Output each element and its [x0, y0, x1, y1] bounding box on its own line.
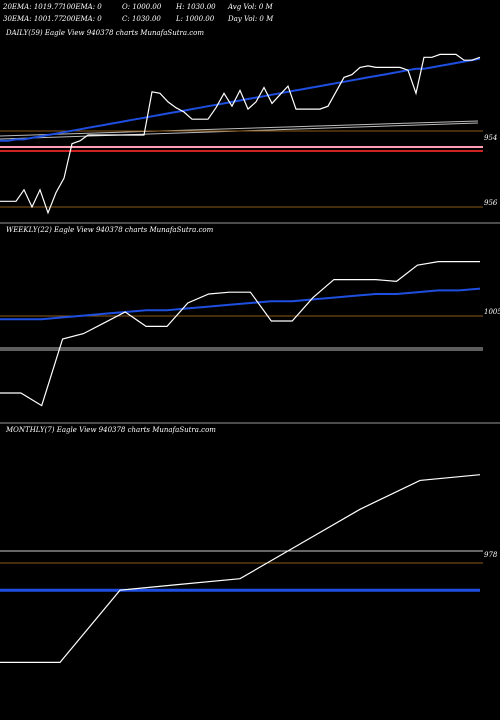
header-open: O: 1000.00 [122, 3, 162, 11]
header-low: L: 1000.00 [175, 15, 215, 23]
daily-ytick-954: 954 [484, 134, 497, 142]
weekly-price-line [0, 261, 480, 407]
weekly-ema-blue-line [0, 287, 481, 321]
daily-ytick-956: 956 [484, 199, 498, 207]
daily-ema-blue-line [0, 57, 481, 142]
header-30ema: 30EMA: 1001.77 [3, 15, 63, 23]
series-layer [0, 53, 481, 664]
daily-price-line [0, 53, 481, 215]
weekly-panel-title: WEEKLY(22) Eagle View 940378 charts Muna… [6, 226, 214, 234]
header-avg-vol: Avg Vol: 0 M [227, 3, 274, 11]
daily-panel-title: DAILY(59) Eagle View 940378 charts Munaf… [5, 29, 204, 37]
weekly-ytick-1005: 1005 [484, 308, 500, 316]
monthly-price-line [0, 474, 481, 664]
header-day-vol: Day Vol: 0 M [227, 15, 274, 23]
monthly-ytick-978: 978 [484, 551, 498, 559]
header-close: C: 1030.00 [122, 15, 161, 23]
header-100ema: 100EMA: 0 [62, 3, 102, 11]
header-200ema: 200EMA: 0 [61, 15, 102, 23]
daily-grey-ema-line-a [0, 120, 479, 137]
header-20ema: 20EMA: 1019.77 [2, 3, 63, 11]
header-high: H: 1030.00 [175, 3, 216, 11]
monthly-panel-title: MONTHLY(7) Eagle View 940378 charts Muna… [5, 426, 216, 434]
